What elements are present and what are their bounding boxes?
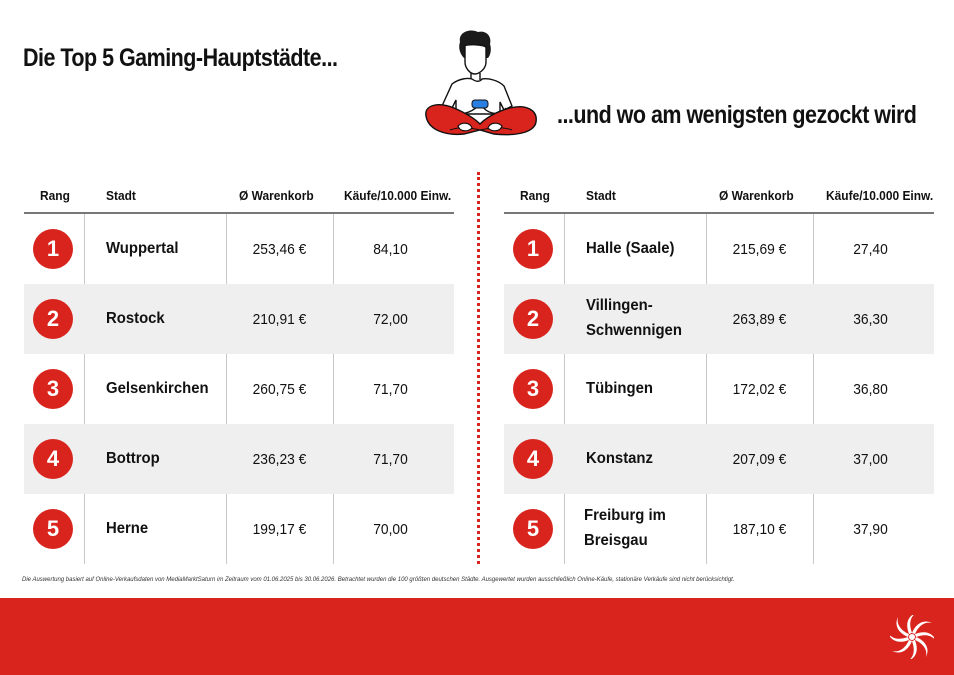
header-city: Stadt	[106, 188, 136, 203]
table-row: 1 Wuppertal 253,46 € 84,10	[24, 214, 454, 284]
rank-badge: 1	[33, 229, 73, 269]
purchases-value: 37,00	[853, 450, 888, 468]
rank-badge: 2	[513, 299, 553, 339]
rank-badge: 2	[33, 299, 73, 339]
header-basket: Ø Warenkorb	[239, 188, 314, 203]
bottom-cities-table: Rang Stadt Ø Warenkorb Käufe/10.000 Einw…	[504, 179, 934, 564]
basket-value: 236,23 €	[252, 450, 307, 468]
table-row: 4 Konstanz 207,09 € 37,00	[504, 424, 934, 494]
column-divider	[477, 172, 480, 564]
header-rank: Rang	[40, 188, 70, 203]
purchases-value: 37,90	[853, 520, 888, 538]
gamer-illustration-icon	[425, 30, 537, 136]
city-name: Bottrop	[106, 449, 160, 467]
rank-badge: 5	[513, 509, 553, 549]
city-name: Wuppertal	[106, 239, 179, 257]
rank-badge: 3	[513, 369, 553, 409]
basket-value: 172,02 €	[732, 380, 787, 398]
purchases-value: 27,40	[853, 240, 888, 258]
footnote: Die Auswertung basiert auf Online-Verkau…	[22, 577, 735, 583]
purchases-value: 36,30	[853, 310, 888, 328]
table-row: 3 Gelsenkirchen 260,75 € 71,70	[24, 354, 454, 424]
header-basket: Ø Warenkorb	[719, 188, 794, 203]
city-name: Villingen-Schwennigen	[586, 297, 682, 339]
table-row: 2 Villingen-Schwennigen 263,89 € 36,30	[504, 284, 934, 354]
purchases-value: 71,70	[373, 450, 408, 468]
title-top-cities: Die Top 5 Gaming-Hauptstädte...	[23, 44, 338, 72]
footer-bar	[0, 598, 954, 675]
purchases-value: 84,10	[373, 240, 408, 258]
basket-value: 210,91 €	[252, 310, 307, 328]
purchases-value: 71,70	[373, 380, 408, 398]
header-city: Stadt	[586, 188, 616, 203]
purchases-value: 72,00	[373, 310, 408, 328]
basket-value: 199,17 €	[252, 520, 307, 538]
basket-value: 263,89 €	[732, 310, 787, 328]
rank-badge: 4	[33, 439, 73, 479]
basket-value: 253,46 €	[252, 240, 307, 258]
header-purchases: Käufe/10.000 Einw.	[344, 188, 452, 203]
title-bottom-cities: ...und wo am wenigsten gezockt wird	[557, 101, 917, 129]
city-name: Gelsenkirchen	[106, 379, 209, 397]
basket-value: 207,09 €	[732, 450, 787, 468]
city-name: Herne	[106, 519, 149, 537]
top-cities-table: Rang Stadt Ø Warenkorb Käufe/10.000 Einw…	[24, 179, 454, 564]
basket-value: 260,75 €	[252, 380, 307, 398]
table-row: 4 Bottrop 236,23 € 71,70	[24, 424, 454, 494]
basket-value: 215,69 €	[732, 240, 787, 258]
city-name: Tübingen	[586, 379, 653, 397]
table-header: Rang Stadt Ø Warenkorb Käufe/10.000 Einw…	[504, 179, 934, 214]
purchases-value: 36,80	[853, 380, 888, 398]
header-purchases: Käufe/10.000 Einw.	[826, 188, 934, 203]
city-name: Halle (Saale)	[586, 239, 675, 257]
table-header: Rang Stadt Ø Warenkorb Käufe/10.000 Einw…	[24, 179, 454, 214]
table-row: 5 Freiburg im Breisgau 187,10 € 37,90	[504, 494, 934, 564]
rank-badge: 1	[513, 229, 553, 269]
purchases-value: 70,00	[373, 520, 408, 538]
rank-badge: 5	[33, 509, 73, 549]
spiral-logo-icon	[890, 615, 934, 659]
table-row: 1 Halle (Saale) 215,69 € 27,40	[504, 214, 934, 284]
table-row: 2 Rostock 210,91 € 72,00	[24, 284, 454, 354]
city-name: Rostock	[106, 309, 165, 327]
table-row: 3 Tübingen 172,02 € 36,80	[504, 354, 934, 424]
basket-value: 187,10 €	[732, 520, 787, 538]
city-name: Konstanz	[586, 449, 653, 467]
table-row: 5 Herne 199,17 € 70,00	[24, 494, 454, 564]
header-rank: Rang	[520, 188, 550, 203]
rank-badge: 3	[33, 369, 73, 409]
city-name: Freiburg im Breisgau	[584, 507, 666, 549]
rank-badge: 4	[513, 439, 553, 479]
